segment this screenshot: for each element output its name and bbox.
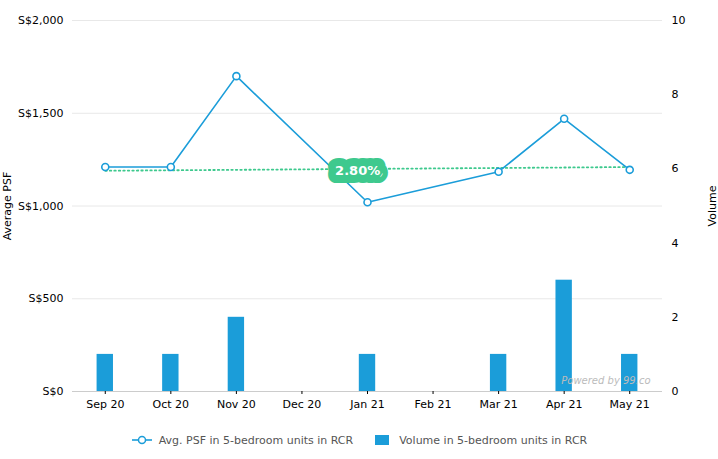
html-text:Volume in 5-bedroom units in R: Volume in 5-bedroom units in RCR xyxy=(399,433,588,447)
svg-text:Apr 21: Apr 21 xyxy=(546,398,583,411)
svg-text:2: 2 xyxy=(672,311,679,324)
svg-text:8: 8 xyxy=(672,88,679,101)
svg-text:Mar 21: Mar 21 xyxy=(479,398,517,411)
svg-text:Jan 21: Jan 21 xyxy=(349,398,384,411)
svg-text:Dec 20: Dec 20 xyxy=(283,398,322,411)
svg-text:4: 4 xyxy=(672,237,679,250)
svg-text:Feb 21: Feb 21 xyxy=(415,398,452,411)
svg-text:S$2,000: S$2,000 xyxy=(18,14,63,27)
svg-text:Volume: Volume xyxy=(706,185,718,226)
svg-text:S$1,500: S$1,500 xyxy=(18,107,63,120)
svg-text:0: 0 xyxy=(672,385,679,398)
svg-text:Average PSF: Average PSF xyxy=(1,172,14,241)
svg-text:Powered by 99.co: Powered by 99.co xyxy=(561,375,650,386)
svg-text:Nov 20: Nov 20 xyxy=(217,398,256,411)
svg-text:6: 6 xyxy=(672,162,679,175)
svg-text:Oct 20: Oct 20 xyxy=(153,398,190,411)
svg-text:2.80%: 2.80% xyxy=(335,163,380,178)
svg-text:2.80%: 2.80% xyxy=(335,163,380,178)
svg-text:S$500: S$500 xyxy=(29,292,64,305)
svg-text:10: 10 xyxy=(672,14,686,27)
svg-text:S$1,000: S$1,000 xyxy=(18,200,63,213)
html-text:Avg. PSF in 5-bedroom units in: Avg. PSF in 5-bedroom units in RCR xyxy=(158,433,354,447)
svg-text:Sep 20: Sep 20 xyxy=(86,398,124,411)
svg-text:S$0: S$0 xyxy=(43,385,64,398)
svg-text:May 21: May 21 xyxy=(610,398,650,411)
